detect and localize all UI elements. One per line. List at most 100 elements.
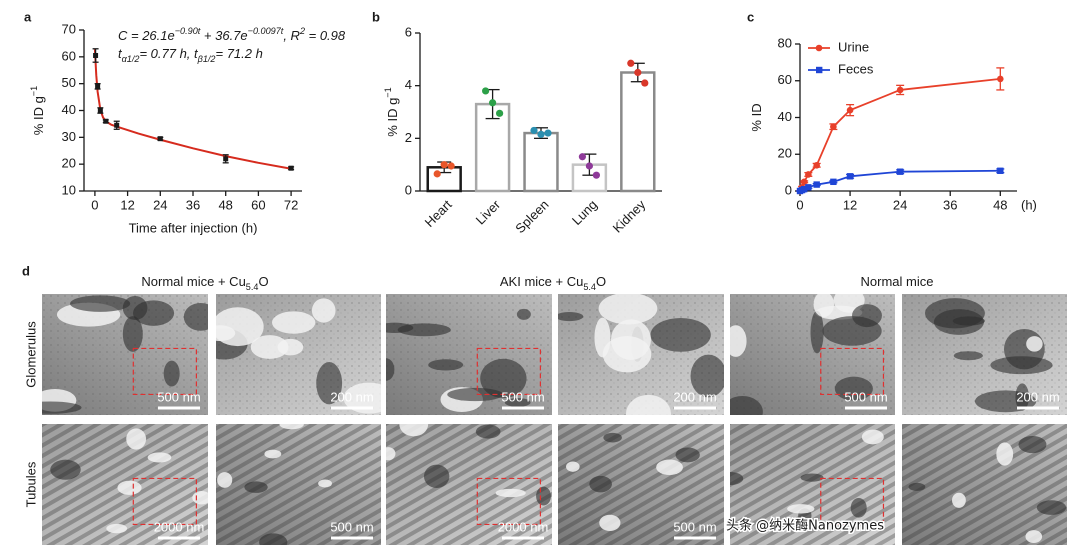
text-part: = 0.98 <box>305 28 346 43</box>
image-features <box>566 432 700 531</box>
image-feature <box>271 311 316 334</box>
image-feature <box>117 480 142 495</box>
x-tick-label: 12 <box>120 197 134 212</box>
image-feature <box>216 325 236 342</box>
text-part: −1 <box>29 86 39 96</box>
text-part: O <box>258 274 268 289</box>
micrograph <box>558 294 724 415</box>
image-feature <box>953 351 983 361</box>
x-axis-unit: (h) <box>1021 197 1037 212</box>
image-features <box>50 428 208 534</box>
image-feature <box>163 360 180 387</box>
data-point <box>805 184 812 191</box>
image-feature <box>589 475 612 493</box>
scale-bar-label: 200 nm <box>673 389 716 404</box>
y-tick-label: 30 <box>62 129 76 144</box>
row-label: Glomerulus <box>23 321 38 388</box>
text-part: = 0.77 h, t <box>139 46 199 61</box>
image-feature <box>516 308 531 320</box>
image-feature <box>386 358 395 381</box>
row-label: Tubules <box>23 461 38 507</box>
micrograph <box>42 424 208 545</box>
image-feature <box>1018 435 1047 454</box>
image-feature <box>475 424 501 439</box>
bar <box>571 163 608 193</box>
image-feature <box>70 295 131 312</box>
x-tick-label: 24 <box>153 197 167 212</box>
image-feature <box>106 523 128 534</box>
zoom-box <box>476 347 541 396</box>
data-point <box>830 123 837 130</box>
image-feature <box>495 488 526 498</box>
image-feature <box>126 428 147 450</box>
data-point <box>627 59 635 67</box>
image-feature <box>1026 336 1043 352</box>
y-tick-label: 0 <box>785 182 792 197</box>
image-feature <box>990 356 1053 375</box>
image-feature <box>399 424 429 437</box>
data-point <box>813 181 820 188</box>
image-feature <box>730 325 747 357</box>
image-feature <box>536 486 551 506</box>
image-feature <box>558 312 584 322</box>
image-feature <box>800 473 824 482</box>
text-part: AKI mice + Cu <box>500 274 583 289</box>
data-point <box>800 178 808 186</box>
micrograph <box>386 424 552 545</box>
legend-label: Feces <box>838 61 874 76</box>
image-feature <box>50 459 81 480</box>
x-tick-label: 24 <box>893 197 907 212</box>
scale-bar-label: 500 nm <box>673 519 716 534</box>
image-feature <box>925 298 985 329</box>
y-tick-label: 20 <box>62 156 76 171</box>
data-point <box>997 75 1004 83</box>
micrograph <box>730 424 895 545</box>
data-point <box>433 170 441 178</box>
image-feature <box>850 498 867 518</box>
micrograph <box>216 294 381 415</box>
data-point <box>530 126 538 135</box>
image-features <box>730 429 884 523</box>
image-feature <box>183 302 208 331</box>
y-tick-label: 60 <box>778 72 792 87</box>
data-point <box>830 178 837 186</box>
data-point <box>103 118 109 124</box>
image-feature <box>675 447 700 463</box>
text-part: β1/2 <box>197 54 216 64</box>
image-feature <box>1036 500 1067 515</box>
data-point <box>578 153 587 161</box>
x-tick-label: 36 <box>943 197 957 212</box>
text-part: α1/2 <box>122 54 140 64</box>
text-part: Normal mice + Cu <box>141 274 245 289</box>
text-part: = 71.2 h <box>215 46 262 61</box>
image-feature <box>952 492 966 508</box>
image-feature <box>447 387 504 402</box>
text-part: −0.90t <box>175 26 201 36</box>
y-tick-label: 40 <box>62 102 76 117</box>
x-tick-label: 72 <box>284 197 298 212</box>
image-feature <box>603 432 622 443</box>
y-tick-label: 0 <box>405 182 412 197</box>
image-feature <box>42 401 82 414</box>
micrograph <box>902 424 1067 545</box>
data-point <box>805 171 812 178</box>
annotation: C = 26.1e−0.90t + 36.7e−0.0097t, R2 = 0.… <box>118 26 346 43</box>
image-feature <box>122 316 143 352</box>
image-feature <box>625 394 671 415</box>
scale-bar-label: 2000 nm <box>498 519 549 534</box>
image-feature <box>192 491 208 505</box>
image-features <box>386 308 531 412</box>
text-part: + 36.7e <box>200 28 247 43</box>
data-point <box>223 156 229 162</box>
image-texture <box>216 424 381 545</box>
data-point <box>896 168 904 175</box>
image-feature <box>598 294 658 325</box>
data-point <box>93 52 99 58</box>
image-feature <box>132 300 175 326</box>
image-feature <box>566 461 580 472</box>
micrograph <box>42 294 208 415</box>
x-tick-label: 60 <box>251 197 265 212</box>
zoom-box <box>132 477 197 526</box>
panel-label: d <box>22 263 30 278</box>
micrograph <box>902 294 1067 415</box>
